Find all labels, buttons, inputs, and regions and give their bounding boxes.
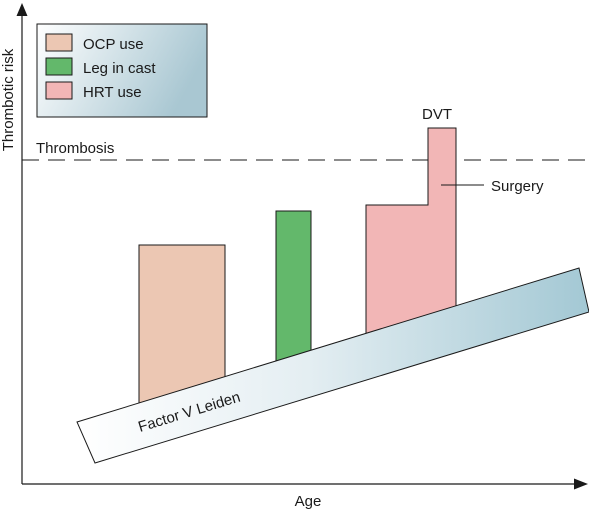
y-axis-label: Thrombotic risk [0, 48, 17, 151]
y-axis-arrow-icon [16, 3, 28, 16]
legend-swatch-leg-in-cast [45, 57, 73, 76]
dvt-label: DVT [422, 106, 452, 123]
legend-label-hrt-use: HRT use [83, 84, 142, 101]
surgery-label: Surgery [491, 178, 544, 195]
legend-swatch-ocp-use [45, 33, 73, 52]
legend: OCP use Leg in cast HRT use [36, 23, 208, 118]
legend-label-leg-in-cast: Leg in cast [83, 60, 156, 77]
x-axis-arrow-icon [574, 478, 588, 490]
x-axis-label: Age [295, 493, 322, 510]
factor-v-leiden-band [76, 267, 589, 464]
legend-swatch-hrt-use [45, 81, 73, 100]
leg-in-cast-bar [275, 210, 312, 372]
legend-label-ocp-use: OCP use [83, 36, 144, 53]
thrombosis-threshold-label: Thrombosis [36, 140, 114, 157]
